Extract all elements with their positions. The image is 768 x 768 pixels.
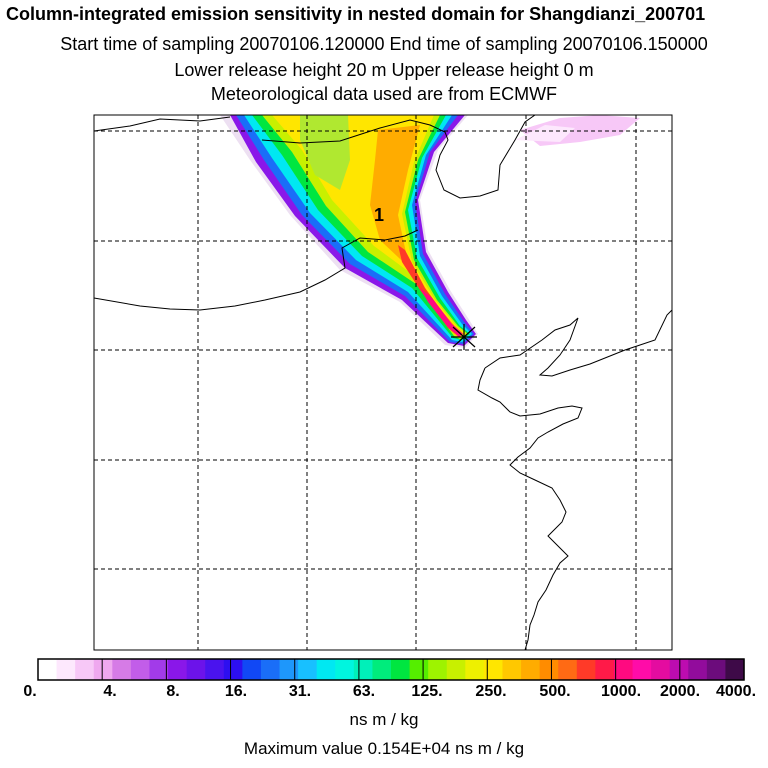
colorbar-swatch [558,659,578,680]
map-frame [93,114,673,651]
colorbar-swatch [130,659,151,680]
title-line-3: Lower release height 20 m Upper release … [174,60,594,80]
colorbar-swatch [75,659,95,680]
colorbar-swatch [168,659,188,680]
colorbar-swatch [521,659,541,680]
colorbar-swatch [576,659,596,680]
colorbar-swatch [651,659,671,680]
colorbar-unit: ns m / kg [349,710,419,729]
title-line-1: Column-integrated emission sensitivity i… [6,4,706,24]
coastline [94,116,231,132]
colorbar-swatch [38,659,58,680]
coastlines [94,115,672,650]
colorbar-tick-label: 4000. [715,683,757,700]
colorbar-tick-label: 4. [103,683,117,700]
colorbar-swatch [688,659,708,680]
colorbar-swatch [223,659,243,680]
receptor-label: 1 [374,205,384,225]
colorbar-tick-label: 8. [166,683,180,700]
colorbar-swatch [372,659,392,680]
colorbar-swatch [112,659,132,680]
colorbar-swatch [260,659,281,680]
colorbar-swatch [335,659,355,680]
colorbar-tick-label: 500. [539,683,571,700]
colorbar-tick-label: 31. [288,683,312,700]
colorbar-swatch [465,659,485,680]
colorbar-tick-label: 1000. [600,683,642,700]
coastline [484,309,672,377]
receptor-marker [451,324,477,350]
plume-layer [150,115,640,348]
coastline [261,115,536,199]
colorbar-swatch [205,659,225,680]
colorbar-tick-label: 63. [352,683,376,700]
colorbar-swatch [409,659,429,680]
colorbar-swatch [539,659,559,680]
colorbar-swatch [353,659,374,680]
colorbar-swatch [706,659,727,680]
colorbar [37,658,745,681]
colorbar-swatch [669,659,689,680]
colorbar-tick-label: 250. [475,683,507,700]
colorbar-swatch [595,659,615,680]
colorbar-tick-label: 125. [411,683,443,700]
colorbar-tick-label: 0. [23,683,37,700]
colorbar-swatch [613,659,634,680]
colorbar-swatch [725,659,745,680]
colorbar-swatch [391,659,411,680]
colorbar-swatch [502,659,522,680]
colorbar-swatch [632,659,652,680]
coastline [477,367,583,650]
colorbar-tick-label: 16. [224,683,248,700]
colorbar-swatch [298,659,318,680]
colorbar-swatch [279,659,299,680]
colorbar-swatch [93,659,113,680]
colorbar-swatch [428,659,448,680]
plume-band [420,288,463,337]
title-line-4: Meteorological data used are from ECMWF [210,84,558,104]
plume-band [370,125,464,337]
colorbar-swatch [56,659,76,680]
plume-band [398,245,462,336]
colorbar-border [37,658,745,681]
gridlines [94,115,672,650]
colorbar-swatch [242,659,262,680]
coastline [94,229,419,311]
colorbar-swatch [186,659,206,680]
colorbar-tick-label: 2000. [659,683,701,700]
plume-band [300,115,350,190]
title-line-2: Start time of sampling 20070106.120000 E… [60,34,708,54]
colorbar-swatch [483,659,504,680]
colorbar-swatch [446,659,466,680]
maximum-value-text: Maximum value 0.154E+04 ns m / kg [243,739,525,758]
plume-band [515,125,575,142]
colorbar-swatch [149,659,169,680]
colorbar-swatch [316,659,336,680]
